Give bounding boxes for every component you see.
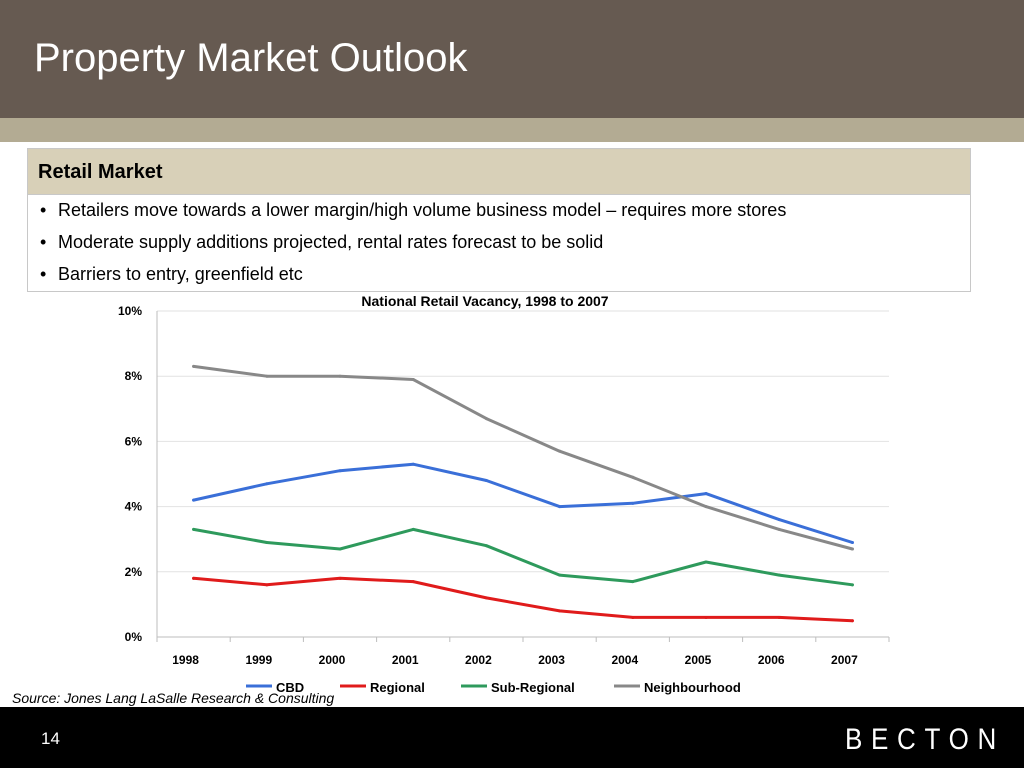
legend-label: Sub-Regional bbox=[491, 680, 575, 695]
x-tick-label: 1999 bbox=[245, 653, 272, 667]
data-point bbox=[631, 475, 635, 479]
logo-text: BECTON bbox=[845, 723, 1005, 756]
x-tick-label: 2001 bbox=[392, 653, 419, 667]
data-point bbox=[777, 527, 781, 531]
data-point bbox=[338, 547, 342, 551]
data-point bbox=[411, 580, 415, 584]
data-point bbox=[192, 576, 196, 580]
data-point bbox=[192, 364, 196, 368]
legend-label: Neighbourhood bbox=[644, 680, 741, 695]
data-point bbox=[850, 583, 854, 587]
data-point bbox=[411, 462, 415, 466]
data-point bbox=[265, 540, 269, 544]
data-point bbox=[411, 527, 415, 531]
y-tick-label: 10% bbox=[118, 304, 142, 318]
y-tick-label: 4% bbox=[125, 500, 143, 514]
y-tick-label: 0% bbox=[125, 630, 143, 644]
bullet-text: Moderate supply additions projected, ren… bbox=[58, 232, 604, 252]
data-point bbox=[777, 518, 781, 522]
data-point bbox=[265, 583, 269, 587]
bullet-icon: • bbox=[40, 264, 47, 284]
legend: CBD Regional Sub-Regional Neighbourhood bbox=[246, 680, 741, 695]
bullet-icon: • bbox=[40, 232, 47, 252]
legend-label: CBD bbox=[276, 680, 304, 695]
legend-label: Regional bbox=[370, 680, 425, 695]
slide-header: Property Market Outlook bbox=[0, 0, 1024, 118]
x-tick-label: 2003 bbox=[538, 653, 565, 667]
page-number: 14 bbox=[41, 729, 60, 748]
data-point bbox=[777, 615, 781, 619]
data-point bbox=[558, 573, 562, 577]
data-point bbox=[631, 501, 635, 505]
bullet-icon: • bbox=[40, 200, 47, 220]
slide-title: Property Market Outlook bbox=[34, 36, 468, 80]
data-point bbox=[558, 449, 562, 453]
bullet-text: Retailers move towards a lower margin/hi… bbox=[58, 200, 787, 220]
data-point bbox=[777, 573, 781, 577]
box-header: Retail Market bbox=[28, 149, 970, 195]
series-line-regional bbox=[192, 576, 854, 623]
accent-band bbox=[0, 118, 1024, 142]
axes: 0% 2% 4% 6% 8% 10% 1998 1999 2000 2001 2002 2003 200… bbox=[118, 304, 890, 667]
bullet-text: Barriers to entry, greenfield etc bbox=[58, 264, 303, 284]
x-tick-label: 2002 bbox=[465, 653, 492, 667]
series-lines bbox=[192, 364, 854, 623]
data-point bbox=[704, 615, 708, 619]
y-tick-label: 8% bbox=[125, 369, 143, 383]
bullet-item: • Retailers move towards a lower margin/h… bbox=[28, 199, 970, 231]
becton-logo: BECTON bbox=[845, 723, 1005, 756]
data-point bbox=[265, 482, 269, 486]
x-tick-label: 1998 bbox=[172, 653, 199, 667]
data-point bbox=[338, 374, 342, 378]
data-point bbox=[338, 576, 342, 580]
data-point bbox=[704, 560, 708, 564]
data-point bbox=[484, 596, 488, 600]
data-point bbox=[704, 492, 708, 496]
y-tick-label: 6% bbox=[125, 434, 143, 448]
data-point bbox=[850, 619, 854, 623]
series-line-sub-regional bbox=[192, 527, 854, 587]
footer: 14 BECTON bbox=[0, 707, 1024, 768]
data-point bbox=[850, 547, 854, 551]
x-tick-label: 2005 bbox=[685, 653, 712, 667]
data-point bbox=[558, 505, 562, 509]
data-point bbox=[265, 374, 269, 378]
series-line-cbd bbox=[192, 462, 854, 544]
series-line-neighbourhood bbox=[192, 364, 854, 551]
x-tick-label: 2004 bbox=[611, 653, 638, 667]
data-point bbox=[850, 540, 854, 544]
x-tick-label: 2000 bbox=[319, 653, 346, 667]
source-note: Source: Jones Lang LaSalle Research & Co… bbox=[12, 690, 335, 706]
data-point bbox=[484, 479, 488, 483]
data-point bbox=[631, 615, 635, 619]
bullet-list: • Retailers move towards a lower margin/h… bbox=[28, 199, 970, 295]
data-point bbox=[631, 580, 635, 584]
data-point bbox=[192, 498, 196, 502]
y-tick-label: 2% bbox=[125, 565, 143, 579]
bullet-item: • Barriers to entry, greenfield etc bbox=[28, 263, 970, 295]
retail-market-box: Retail Market • Retailers move towards a … bbox=[27, 148, 971, 292]
chart-title: National Retail Vacancy, 1998 to 2007 bbox=[361, 293, 608, 309]
data-point bbox=[411, 377, 415, 381]
vacancy-chart: National Retail Vacancy, 1998 to 2007 0%… bbox=[118, 293, 890, 695]
data-point bbox=[192, 527, 196, 531]
box-title: Retail Market bbox=[38, 161, 163, 183]
x-tick-label: 2006 bbox=[758, 653, 785, 667]
data-point bbox=[704, 505, 708, 509]
data-point bbox=[484, 544, 488, 548]
data-point bbox=[484, 417, 488, 421]
bullet-item: • Moderate supply additions projected, re… bbox=[28, 231, 970, 263]
data-point bbox=[338, 469, 342, 473]
x-tick-label: 2007 bbox=[831, 653, 858, 667]
grid bbox=[157, 310, 889, 573]
data-point bbox=[558, 609, 562, 613]
